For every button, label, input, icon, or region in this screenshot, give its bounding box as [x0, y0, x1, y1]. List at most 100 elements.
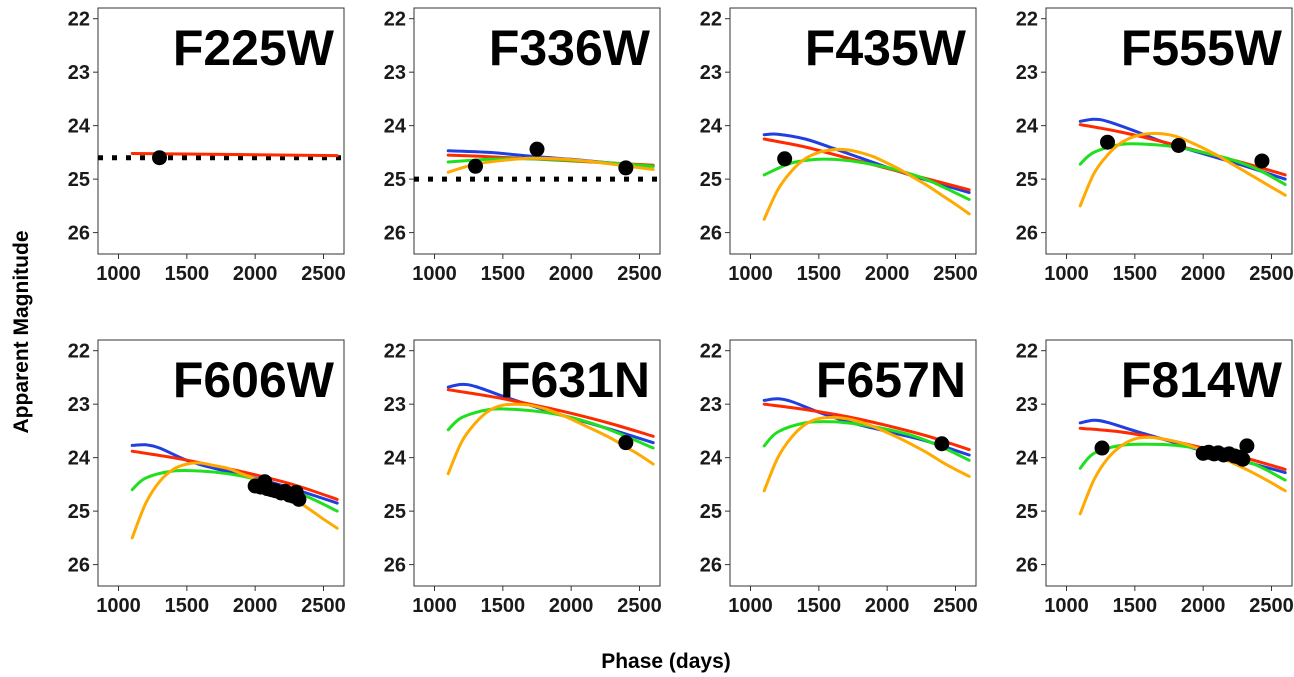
data-point — [1171, 137, 1187, 153]
y-tick-label: 24 — [700, 116, 723, 138]
plot-area — [414, 141, 660, 182]
panel-title: F631N — [500, 352, 650, 408]
model-curve-orange — [762, 415, 971, 493]
x-tick-label: 2000 — [549, 263, 594, 285]
y-tick-label: 22 — [68, 9, 90, 31]
y-tick-label: 25 — [68, 501, 90, 523]
plot-area — [762, 132, 971, 221]
y-tick-label: 25 — [700, 169, 722, 191]
y-tick-label: 23 — [384, 394, 406, 416]
y-tick-label: 22 — [68, 341, 90, 363]
y-tick-label: 25 — [700, 501, 722, 523]
x-tick-label: 2500 — [301, 595, 346, 617]
y-tick-label: 25 — [68, 169, 90, 191]
y-tick-label: 23 — [68, 394, 90, 416]
y-tick-label: 23 — [384, 62, 406, 84]
x-tick-label: 2000 — [865, 263, 910, 285]
plot-area — [762, 397, 971, 493]
y-tick-label: 22 — [1016, 9, 1038, 31]
y-tick-label: 24 — [700, 448, 723, 470]
panel-title: F657N — [816, 352, 966, 408]
x-tick-label: 2000 — [865, 595, 910, 617]
y-tick-label: 23 — [1016, 394, 1038, 416]
y-tick-label: 26 — [68, 555, 90, 577]
y-tick-label: 24 — [68, 448, 91, 470]
x-tick-label: 1000 — [412, 595, 457, 617]
y-tick-label: 23 — [68, 62, 90, 84]
x-tick-label: 2000 — [1181, 263, 1226, 285]
y-tick-label: 26 — [384, 555, 406, 577]
x-tick-label: 1000 — [1044, 263, 1089, 285]
plot-frame — [1045, 7, 1293, 255]
plot-frame — [97, 7, 345, 255]
y-tick-label: 24 — [1016, 448, 1039, 470]
y-tick-label: 23 — [1016, 62, 1038, 84]
panel-f225w: 22 23 24 25 26 1000 1500 2000 2500 F225W — [68, 7, 346, 285]
x-tick-label: 1500 — [1113, 595, 1158, 617]
plot-area — [98, 150, 344, 166]
x-tick-label: 2500 — [1249, 263, 1294, 285]
y-tick-label: 22 — [384, 341, 406, 363]
model-curve-green — [446, 407, 655, 450]
plot-area — [1078, 418, 1287, 516]
y-tick-label: 22 — [384, 9, 406, 31]
panel-f555w: 22 23 24 25 26 1000 1500 2000 2500 F555W — [1016, 7, 1294, 285]
y-tick-label: 24 — [1016, 116, 1039, 138]
x-tick-label: 2500 — [301, 263, 346, 285]
data-point — [1235, 451, 1251, 467]
y-tick-label: 23 — [700, 62, 722, 84]
data-point — [1100, 134, 1115, 150]
y-tick-label: 26 — [384, 223, 406, 245]
plot-frame — [413, 7, 661, 255]
data-point — [934, 436, 950, 452]
x-tick-label: 1500 — [481, 263, 526, 285]
y-tick-label: 26 — [700, 223, 722, 245]
x-axis-title: Phase (days) — [601, 650, 731, 673]
panel-f814w: 22 23 24 25 26 1000 1500 2000 2500 F814W — [1016, 339, 1294, 617]
panel-title: F814W — [1121, 352, 1283, 408]
panel-title: F336W — [489, 20, 651, 76]
y-tick-label: 25 — [384, 169, 406, 191]
y-tick-label: 22 — [1016, 341, 1038, 363]
x-tick-label: 2000 — [233, 595, 278, 617]
plot-frame — [97, 339, 345, 587]
data-point — [291, 491, 307, 507]
model-curve-green — [762, 157, 971, 201]
x-tick-label: 2500 — [933, 595, 978, 617]
plot-area — [130, 443, 339, 540]
model-curve-green — [762, 420, 971, 462]
x-tick-label: 1500 — [797, 263, 842, 285]
x-tick-label: 1000 — [728, 263, 773, 285]
panel-f435w: 22 23 24 25 26 1000 1500 2000 2500 F435W — [700, 7, 978, 285]
data-point — [777, 151, 793, 167]
data-point — [529, 141, 545, 157]
y-tick-label: 26 — [1016, 555, 1038, 577]
x-tick-label: 2500 — [1249, 595, 1294, 617]
x-tick-label: 1500 — [165, 595, 210, 617]
data-point — [1254, 153, 1270, 169]
panel-title: F225W — [173, 20, 335, 76]
panel-f657n: 22 23 24 25 26 1000 1500 2000 2500 F657N — [700, 339, 978, 617]
model-curve-red — [762, 402, 971, 452]
data-point — [1239, 438, 1255, 454]
data-point — [468, 158, 483, 174]
plot-frame — [1045, 339, 1293, 587]
x-tick-label: 2500 — [617, 263, 662, 285]
x-tick-label: 1000 — [412, 263, 457, 285]
y-tick-label: 25 — [1016, 501, 1038, 523]
x-tick-label: 1000 — [96, 595, 141, 617]
panel-title: F555W — [1121, 20, 1283, 76]
x-tick-label: 1500 — [1113, 263, 1158, 285]
y-tick-label: 22 — [700, 341, 722, 363]
data-point — [618, 435, 634, 451]
y-tick-label: 26 — [68, 223, 90, 245]
plot-frame — [729, 339, 977, 587]
panel-title: F435W — [805, 20, 967, 76]
panel-f631n: 22 23 24 25 26 1000 1500 2000 2500 F631N — [384, 339, 662, 617]
data-point — [618, 160, 634, 176]
data-point — [152, 150, 167, 166]
y-tick-label: 26 — [1016, 223, 1038, 245]
x-tick-label: 1000 — [728, 595, 773, 617]
plot-frame — [413, 339, 661, 587]
